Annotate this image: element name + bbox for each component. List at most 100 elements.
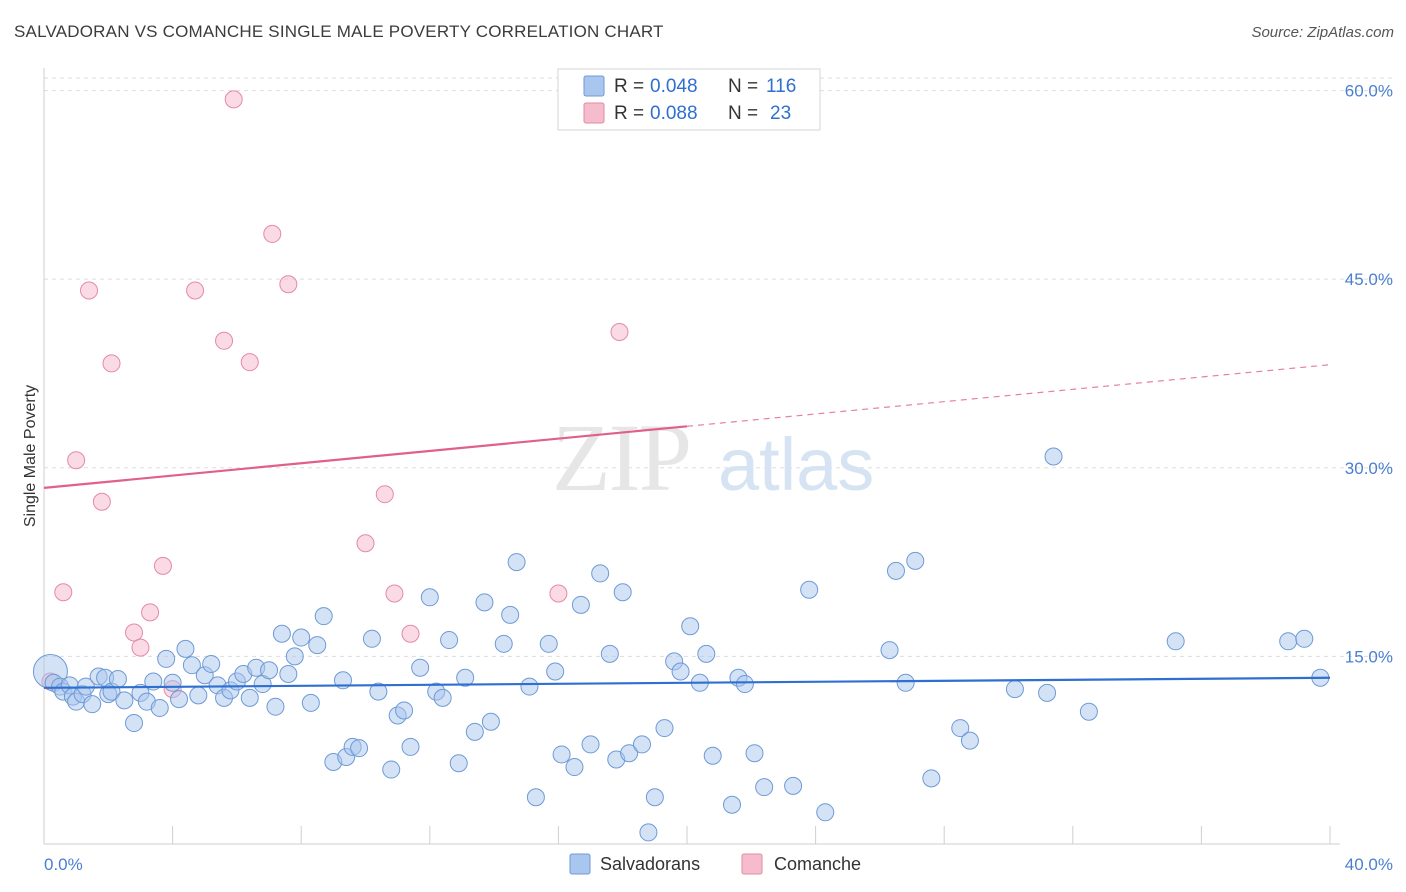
salvadoran-point-65 [475, 593, 494, 612]
salvadoran-point-60 [433, 688, 452, 707]
salvadoran-point-53 [382, 760, 401, 779]
salvadoran-point-83 [632, 735, 651, 754]
y-tick-labels: 15.0% 30.0% 45.0% 60.0% [1345, 82, 1393, 667]
legend-n-label-1: N = [728, 76, 758, 97]
salvadoran-point-112 [1166, 632, 1185, 651]
bottom-legend-comanche: Comanche [774, 854, 861, 874]
salvadoran-point-14 [108, 670, 127, 689]
salvadoran-point-93 [723, 795, 742, 814]
comanche-point-2 [67, 451, 86, 470]
comanche-point-13 [224, 90, 243, 109]
salvadoran-point-70 [520, 677, 539, 696]
comanche-point-5 [102, 354, 121, 373]
salvadoran-point-85 [645, 788, 664, 807]
legend-box: R = 0.048 N = 116 R = 0.088 N = 23 [557, 68, 821, 131]
salvadoran-point-42 [292, 628, 311, 647]
legend-r-value-2: 0.088 [650, 103, 698, 124]
comanche-point-17 [356, 534, 375, 553]
salvadoran-point-91 [697, 644, 716, 663]
salvadoran-point-63 [456, 668, 475, 687]
comanche-point-1 [54, 583, 73, 602]
salvadoran-point-100 [816, 803, 835, 822]
salvadoran-point-79 [600, 644, 619, 663]
chart-title: SALVADORAN VS COMANCHE SINGLE MALE POVER… [14, 22, 664, 41]
salvadoran-point-81 [613, 583, 632, 602]
salvadoran-point-99 [800, 580, 819, 599]
salvadoran-trend-line [43, 676, 1331, 689]
x-tick-labels: 0.0% 40.0% [44, 855, 1393, 874]
comanche-point-22 [610, 322, 629, 341]
salvadoran-point-89 [681, 617, 700, 636]
salvadoran-point-84 [639, 823, 658, 842]
salvadoran-point-103 [896, 673, 915, 692]
comanche-point-9 [153, 556, 172, 575]
salvadoran-point-67 [494, 634, 513, 653]
salvadoran-point-109 [1038, 683, 1057, 702]
salvadoran-point-104 [906, 551, 925, 570]
comanche-point-6 [125, 623, 144, 642]
x-axis-ticks [43, 826, 1331, 844]
bottom-legend-swatch-comanche [741, 853, 763, 875]
salvadoran-point-111 [1079, 702, 1098, 721]
comanche-point-11 [186, 281, 205, 300]
salvadoran-point-58 [420, 588, 439, 607]
salvadoran-point-101 [880, 641, 899, 660]
salvadoran-point-78 [591, 564, 610, 583]
comanche-point-12 [215, 331, 234, 350]
comanche-point-3 [80, 281, 99, 300]
trend-lines [43, 364, 1331, 689]
legend-n-value-1: 116 [766, 76, 796, 97]
comanche-point-19 [385, 584, 404, 603]
salvadoran-point-19 [144, 672, 163, 691]
comanche-point-18 [375, 485, 394, 504]
salvadoran-point-74 [552, 745, 571, 764]
salvadoran-point-106 [951, 719, 970, 738]
salvadoran-point-76 [571, 595, 590, 614]
comanche-point-21 [549, 584, 568, 603]
salvadoran-point-50 [350, 739, 369, 758]
salvadoran-point-108 [1005, 680, 1024, 699]
salvadoran-point-105 [922, 769, 941, 788]
legend-n-value-2: 23 [770, 103, 791, 124]
salvadoran-point-62 [449, 754, 468, 773]
salvadoran-point-92 [703, 746, 722, 765]
salvadoran-point-15 [115, 691, 134, 710]
y-tick-label-3: 60.0% [1345, 82, 1393, 101]
salvadoran-point-24 [176, 639, 195, 658]
salvadoran-point-16 [125, 714, 144, 733]
salvadoran-point-73 [546, 662, 565, 681]
comanche-point-4 [92, 492, 111, 511]
salvadoran-point-21 [157, 649, 176, 668]
salvadoran-point-44 [308, 636, 327, 655]
salvadoran-point-72 [539, 634, 558, 653]
salvadoran-point-23 [170, 690, 189, 709]
salvadoran-point-56 [401, 737, 420, 756]
salvadoran-point-20 [150, 698, 169, 717]
salvadoran-point-45 [314, 607, 333, 626]
salvadoran-point-107 [960, 731, 979, 750]
salvadoran-point-26 [189, 686, 208, 705]
comanche-point-16 [279, 275, 298, 294]
x-tick-label-1: 40.0% [1345, 855, 1393, 874]
watermark: ZIP atlas [552, 404, 874, 511]
salvadoran-point-9 [83, 695, 102, 714]
salvadoran-point-88 [671, 662, 690, 681]
legend-r-label-2: R = [614, 103, 644, 124]
salvadoran-point-86 [655, 719, 674, 738]
salvadoran-point-39 [272, 624, 291, 643]
salvadoran-point-95 [735, 675, 754, 694]
salvadoran-point-114 [1295, 629, 1314, 648]
salvadoran-point-75 [565, 758, 584, 777]
legend-swatch-comanche [583, 102, 605, 124]
salvadoran-point-66 [481, 712, 500, 731]
comanche-point-15 [263, 224, 282, 243]
salvadoran-point-82 [620, 744, 639, 763]
salvadoran-point-96 [745, 744, 764, 763]
comanche-trend-line-dashed [686, 364, 1331, 427]
legend-swatch-salvadorans [583, 75, 605, 97]
bottom-legend-salvadorans: Salvadorans [600, 854, 700, 874]
salvadoran-point-34 [240, 688, 259, 707]
x-tick-label-0: 0.0% [44, 855, 83, 874]
salvadoran-point-57 [411, 658, 430, 677]
